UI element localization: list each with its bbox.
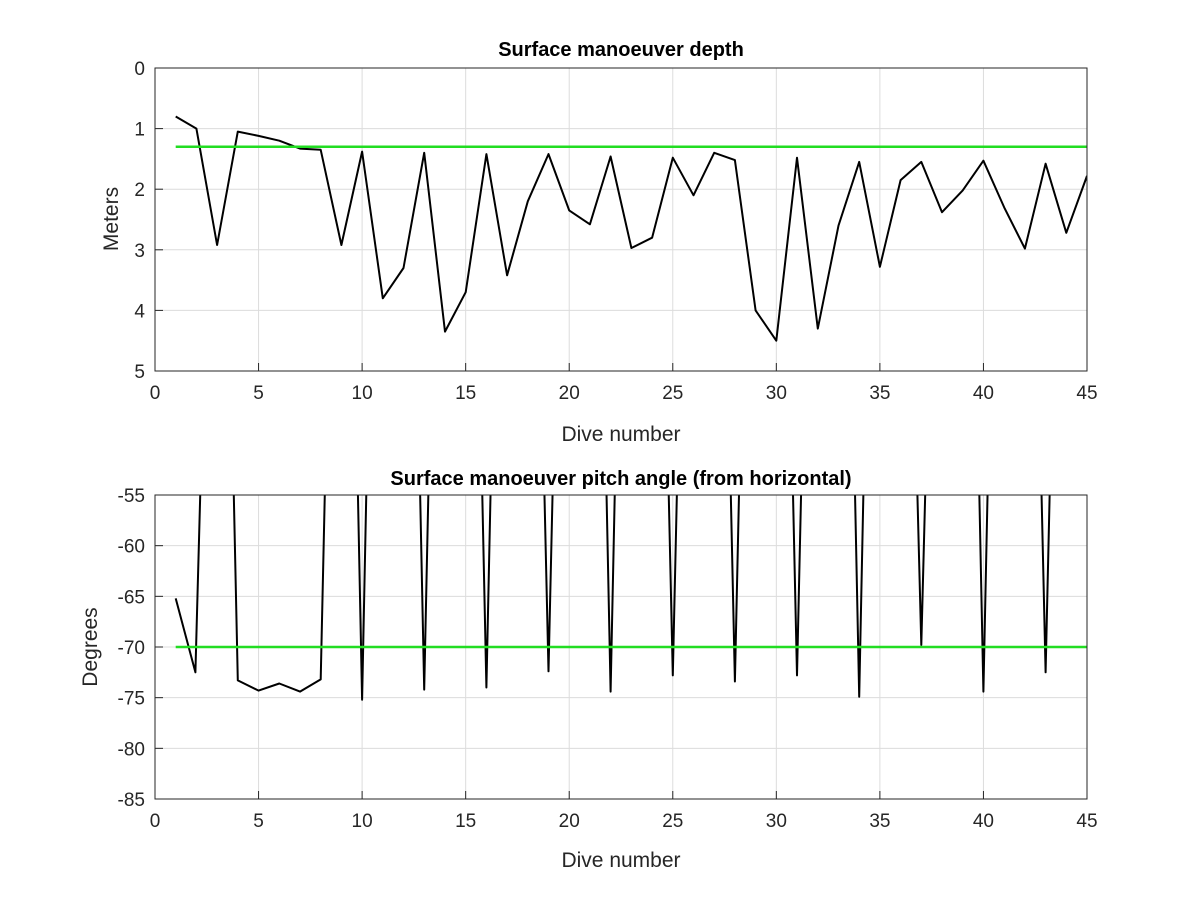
depth-x-tick-label: 10	[352, 383, 373, 404]
depth-y-tick-label: 3	[134, 241, 145, 262]
pitch-y-tick-label: -70	[118, 638, 145, 659]
depth-y-tick-label: 4	[134, 301, 145, 322]
depth-y-axis-label: Meters	[100, 187, 123, 251]
pitch-plot-frame	[154, 494, 1088, 800]
pitch-x-tick-label: 40	[973, 811, 994, 832]
pitch-ticks: 0 5 10 15 20 25 30 35 40 45 -55 -60 -65 -70 -75 -80 -85	[118, 486, 1098, 832]
pitch-y-tick-label: -65	[118, 587, 145, 608]
pitch-x-tick-label: 30	[766, 811, 787, 832]
depth-grid	[155, 68, 1087, 371]
pitch-data-line	[174, 495, 1051, 701]
pitch-x-tick-label: 15	[455, 811, 476, 832]
depth-plot-frame	[154, 67, 1088, 372]
pitch-subplot: Surface manoeuver pitch angle (from hori…	[79, 468, 1098, 872]
pitch-x-tick-label: 10	[352, 811, 373, 832]
depth-y-tick-label: 2	[134, 180, 145, 201]
depth-x-tick-label: 25	[662, 383, 683, 404]
depth-y-tick-label: 1	[134, 120, 145, 141]
depth-x-tick-label: 30	[766, 383, 787, 404]
depth-data-line	[175, 115, 1087, 342]
pitch-y-tick-label: -85	[118, 790, 145, 811]
pitch-x-tick-label: 25	[662, 811, 683, 832]
depth-x-tick-label: 5	[253, 383, 264, 404]
pitch-chart-title: Surface manoeuver pitch angle (from hori…	[390, 468, 851, 490]
pitch-x-tick-label: 20	[559, 811, 580, 832]
depth-x-tick-label: 15	[455, 383, 476, 404]
depth-subplot: Surface manoeuver depth 0 5 10 15 20 25 30 35 40…	[100, 39, 1098, 446]
depth-x-tick-label: 20	[559, 383, 580, 404]
pitch-y-axis-label: Degrees	[79, 607, 102, 686]
pitch-x-tick-label: 45	[1076, 811, 1097, 832]
pitch-x-tick-label: 0	[150, 811, 161, 832]
depth-x-tick-label: 40	[973, 383, 994, 404]
depth-x-axis-label: Dive number	[561, 423, 680, 446]
depth-series	[175, 115, 1087, 342]
pitch-x-tick-label: 5	[253, 811, 264, 832]
pitch-series	[174, 495, 1087, 701]
pitch-y-tick-label: -75	[118, 689, 145, 710]
pitch-y-tick-label: -55	[118, 486, 145, 507]
depth-x-tick-label: 45	[1076, 383, 1097, 404]
pitch-x-tick-label: 35	[869, 811, 890, 832]
depth-y-tick-label: 0	[134, 59, 145, 80]
pitch-y-tick-label: -80	[118, 739, 145, 760]
depth-x-tick-label: 35	[869, 383, 890, 404]
depth-x-tick-label: 0	[150, 383, 161, 404]
depth-y-tick-label: 5	[134, 362, 145, 383]
pitch-x-axis-label: Dive number	[561, 849, 680, 872]
depth-chart-title: Surface manoeuver depth	[498, 39, 744, 61]
pitch-y-tick-label: -60	[118, 537, 145, 558]
